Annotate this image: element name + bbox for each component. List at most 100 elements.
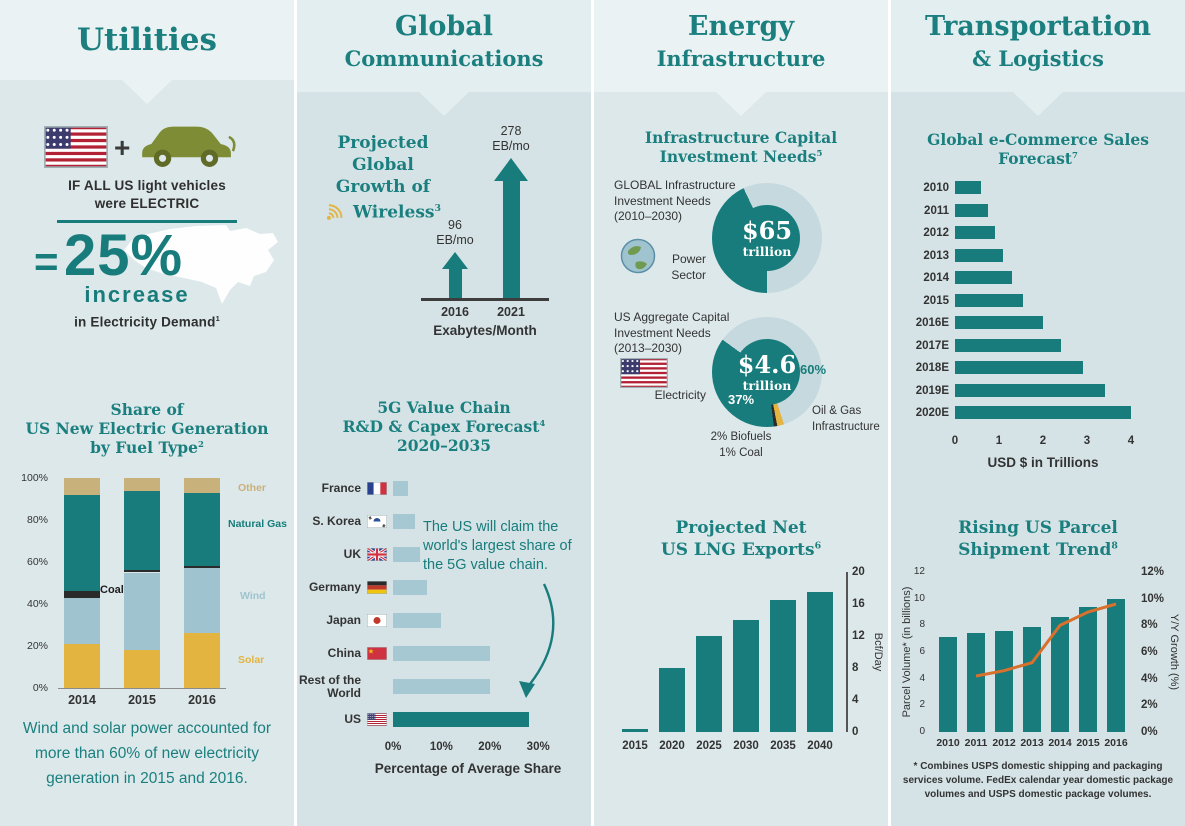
energy-banner: Energy Infrastructure bbox=[594, 0, 888, 92]
footnote-ref: 4 bbox=[539, 418, 546, 429]
bar-segment bbox=[64, 494, 100, 592]
bar-segment bbox=[64, 597, 100, 644]
power-sector-label: Power Sector bbox=[671, 252, 706, 282]
x-tick: 3 bbox=[1083, 435, 1091, 447]
parcel-title-1: Rising US Parcel bbox=[958, 518, 1118, 538]
y-tick: 4 bbox=[852, 694, 859, 706]
y-tick-left: 2 bbox=[919, 699, 925, 711]
bar bbox=[393, 514, 415, 529]
global-investment-donut: $65 trillion bbox=[712, 183, 822, 293]
us-flag-icon bbox=[620, 358, 668, 388]
x-tick: 2020 bbox=[659, 740, 685, 752]
x-tick: 2016 bbox=[188, 693, 216, 707]
value-label: 96 bbox=[448, 218, 462, 232]
y-tick-right: 10% bbox=[1141, 592, 1165, 605]
x-tick: 2014 bbox=[1048, 737, 1072, 749]
donut-center bbox=[734, 205, 800, 271]
x-tick: 30% bbox=[526, 741, 550, 753]
y-axis-label-left: Parcel Volume* (in billions) bbox=[901, 586, 913, 718]
wireless-growth-title: Projected Global Growth of Wireless3 bbox=[317, 132, 449, 224]
electricity-label: Electricity bbox=[654, 388, 706, 402]
divider bbox=[57, 220, 237, 223]
bar-segment bbox=[184, 568, 220, 634]
bar bbox=[807, 592, 833, 732]
y-tick-right: 4% bbox=[1141, 672, 1158, 685]
bar bbox=[622, 728, 648, 732]
y-tick: 12 bbox=[852, 630, 865, 642]
bar-segment bbox=[124, 570, 160, 573]
y-tick-left: 12 bbox=[913, 566, 925, 577]
ecommerce-chart: 2010 2011 2012 2013 2014 2015 2016E 2017E 2018E 2… bbox=[891, 175, 1185, 475]
fiveg-title-3: 2020–2035 bbox=[396, 436, 492, 455]
y-tick: 8 bbox=[852, 662, 859, 674]
x-tick: 2015 bbox=[622, 740, 648, 752]
transportation-banner-tail bbox=[1013, 92, 1063, 116]
flag-de-icon bbox=[367, 581, 387, 594]
year-label: 2012 bbox=[923, 227, 949, 239]
y-tick: 0 bbox=[852, 726, 859, 738]
x-tick: 2010 bbox=[936, 737, 960, 749]
x-axis-label: Percentage of Average Share bbox=[374, 761, 562, 776]
utilities-footer: Wind and solar power accounted for more … bbox=[22, 720, 272, 787]
x-tick: 2035 bbox=[770, 740, 796, 752]
bar bbox=[733, 620, 759, 732]
y-tick: 20% bbox=[26, 640, 48, 652]
donut-value: $4.6 bbox=[737, 350, 797, 379]
series-label: Coal bbox=[100, 584, 124, 596]
year-label: 2020E bbox=[915, 407, 949, 419]
growth-arrow bbox=[494, 158, 528, 181]
y-tick-right: 12% bbox=[1141, 566, 1165, 578]
y-axis-label-right: Y/Y Growth (%) bbox=[1168, 613, 1180, 691]
electricity-pct: 37% bbox=[728, 392, 755, 407]
fuel-type-chart: 0% 20% 40% 60% 80% 100% 2014 2015 2016 Solar Wind C… bbox=[0, 468, 294, 713]
utilities-banner: Utilities bbox=[0, 0, 294, 80]
y-tick-left: 6 bbox=[919, 646, 925, 657]
flag-uk-icon bbox=[367, 548, 387, 561]
flag-us-icon bbox=[367, 713, 387, 726]
year-label: 2017E bbox=[915, 339, 949, 352]
country-label: Germany bbox=[308, 580, 361, 594]
parcel-title-2: Shipment Trend8 bbox=[958, 540, 1118, 560]
series-label: Other bbox=[238, 482, 267, 494]
utilities-title: Utilities bbox=[77, 22, 217, 58]
communications-title-1: Global bbox=[395, 11, 493, 42]
ecom-title-1: Global e-Commerce Sales bbox=[927, 130, 1149, 149]
increase-label: increase bbox=[84, 282, 190, 307]
bar bbox=[393, 481, 408, 496]
x-tick: 2013 bbox=[1020, 737, 1044, 749]
annotation-arrow-icon bbox=[519, 583, 555, 698]
globe-icon bbox=[620, 238, 656, 274]
wireless-growth-chart: 96 EB/mo 278 EB/mo 2016 2021 Exabytes/Month bbox=[297, 120, 591, 350]
country-label: China bbox=[327, 646, 361, 660]
bar bbox=[770, 600, 796, 732]
donut-unit: trillion bbox=[742, 244, 792, 259]
fuel-title-1: Share of bbox=[110, 400, 184, 419]
value-label: EB/mo bbox=[492, 139, 530, 153]
energy-title-1: Energy bbox=[687, 11, 795, 42]
x-tick: 2011 bbox=[964, 737, 988, 749]
flag-fr-icon bbox=[367, 482, 387, 495]
x-axis bbox=[58, 688, 226, 689]
x-tick: 2021 bbox=[497, 305, 525, 319]
bar bbox=[955, 406, 1131, 419]
bar-segment bbox=[64, 591, 100, 598]
bar bbox=[995, 630, 1013, 732]
x-tick: 2 bbox=[1039, 435, 1047, 447]
x-tick: 4 bbox=[1127, 435, 1135, 447]
y-tick-left: 0 bbox=[919, 726, 925, 737]
lng-exports-chart: 2015 2020 2025 2030 2035 2040 0 4 8 12 16 20 Bcf/Day bbox=[594, 566, 888, 770]
flag-cn-icon bbox=[367, 647, 387, 660]
us-needs-label: US Aggregate Capital Investment Needs (2… bbox=[614, 310, 730, 355]
column-transportation: Transportation & Logistics Global e-Comm… bbox=[891, 0, 1185, 826]
fiveg-title-2: R&D & Capex Forecast4 bbox=[342, 417, 546, 436]
x-tick: 2016 bbox=[1104, 737, 1128, 749]
bar-segment bbox=[124, 650, 160, 688]
flag-jp-icon bbox=[367, 614, 387, 627]
bar-segment bbox=[184, 478, 220, 493]
donut-unit: trillion bbox=[742, 378, 792, 393]
flag-kr-icon bbox=[367, 515, 387, 528]
fuel-title-2: US New Electric Generation bbox=[25, 419, 269, 438]
demand-label: in Electricity Demand1 bbox=[0, 314, 294, 330]
country-label: US bbox=[344, 712, 361, 726]
bar-segment bbox=[184, 633, 220, 688]
